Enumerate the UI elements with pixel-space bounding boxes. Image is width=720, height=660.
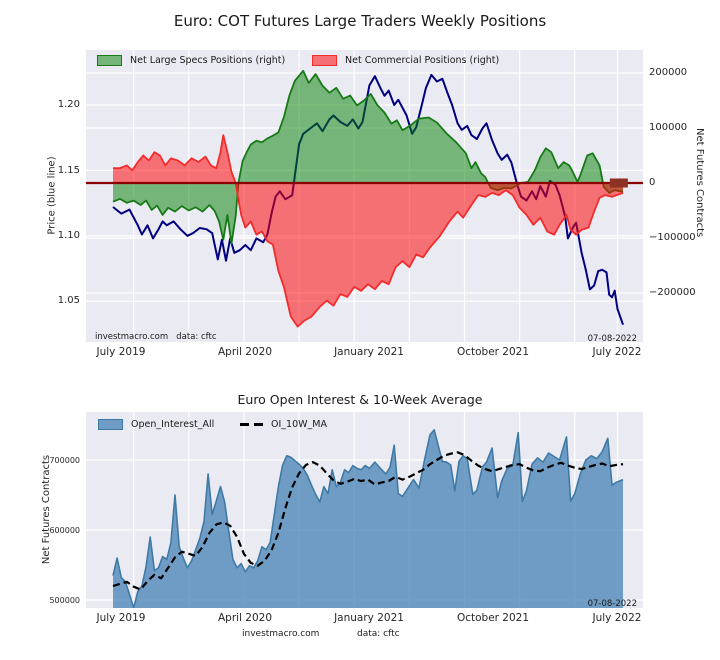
source-annotation: investmacro.com data: cftc <box>95 332 217 342</box>
y-tick: −200000 <box>649 287 696 298</box>
y-tick: 500000 <box>49 596 80 605</box>
right-axis-title: Net Futures Contracts <box>694 128 705 238</box>
y-tick: 1.10 <box>57 230 80 241</box>
x-tick: July 2019 <box>96 346 146 358</box>
legend-label: OI_10W_MA <box>271 419 327 430</box>
y-tick: 1.05 <box>57 295 80 306</box>
date-annotation: 07-08-2022 <box>587 599 637 609</box>
top-chart-plot <box>86 50 643 342</box>
y-tick: 100000 <box>649 122 688 133</box>
x-tick: April 2020 <box>217 346 273 358</box>
y-tick: 1.15 <box>57 165 80 176</box>
legend-item-commercials: Net Commercial Positions (right) <box>312 55 499 66</box>
green-area-swatch-icon <box>97 55 122 66</box>
x-tick: July 2022 <box>592 346 642 358</box>
left-axis-title: Price (blue line) <box>46 156 58 235</box>
x-tick: July 2022 <box>592 612 642 624</box>
bottom-chart-plot <box>86 412 643 608</box>
y-tick: 1.20 <box>57 99 80 110</box>
dashed-line-swatch-icon <box>240 423 263 426</box>
legend-label: Open_Interest_All <box>131 419 215 430</box>
footer-source: investmacro.com <box>242 629 320 639</box>
legend-label: Net Commercial Positions (right) <box>345 55 500 66</box>
x-tick: January 2021 <box>334 612 404 624</box>
y-tick: 0 <box>649 177 656 188</box>
figure-title: Euro: COT Futures Large Traders Weekly P… <box>173 12 547 30</box>
y-tick: 600000 <box>49 526 80 535</box>
left-axis-title: Net Futures Contracts <box>41 454 53 565</box>
y-tick: 200000 <box>649 67 688 78</box>
legend-item-ma: OI_10W_MA <box>240 419 327 430</box>
red-area-swatch-icon <box>312 55 337 66</box>
y-tick: 700000 <box>49 456 80 465</box>
legend-label: Net Large Specs Positions (right) <box>130 55 286 66</box>
date-annotation: 07-08-2022 <box>587 334 637 344</box>
x-tick: July 2019 <box>96 612 146 624</box>
bottom-chart-title: Euro Open Interest & 10-Week Average <box>237 392 483 407</box>
x-tick: October 2021 <box>456 612 530 624</box>
footer-data-source: data: cftc <box>357 629 400 639</box>
x-tick: April 2020 <box>217 612 273 624</box>
x-tick: October 2021 <box>456 346 530 358</box>
legend-item-open-interest: Open_Interest_All <box>98 419 214 430</box>
legend-item-large-specs: Net Large Specs Positions (right) <box>97 55 285 66</box>
blue-area-swatch-icon <box>98 419 123 430</box>
x-tick: January 2021 <box>334 346 404 358</box>
y-tick: −100000 <box>649 232 696 243</box>
